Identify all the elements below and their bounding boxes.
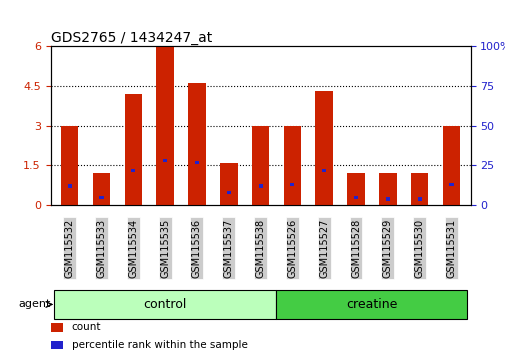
Bar — [258, 184, 262, 188]
Bar — [99, 196, 104, 199]
Bar — [226, 191, 230, 194]
Bar — [448, 183, 452, 186]
Bar — [442, 126, 460, 205]
Text: GSM115537: GSM115537 — [223, 219, 233, 278]
Bar — [124, 94, 142, 205]
Bar — [194, 161, 198, 164]
Bar — [322, 169, 326, 172]
Bar — [410, 173, 428, 205]
Text: GSM115529: GSM115529 — [382, 219, 392, 278]
Text: GSM115530: GSM115530 — [414, 219, 424, 278]
Bar — [156, 46, 174, 205]
Text: GSM115528: GSM115528 — [350, 219, 361, 278]
Bar — [385, 197, 389, 201]
Bar — [283, 126, 300, 205]
Bar — [276, 290, 467, 319]
Bar — [61, 126, 78, 205]
Text: creatine: creatine — [345, 298, 397, 311]
Bar — [290, 183, 294, 186]
Text: GSM115526: GSM115526 — [287, 219, 297, 278]
Text: GSM115527: GSM115527 — [319, 219, 329, 278]
Bar — [68, 184, 72, 188]
Text: GSM115536: GSM115536 — [191, 219, 201, 278]
Bar — [251, 126, 269, 205]
Text: percentile rank within the sample: percentile rank within the sample — [72, 340, 247, 350]
Bar — [131, 169, 135, 172]
Bar — [346, 173, 364, 205]
Text: GSM115538: GSM115538 — [255, 219, 265, 278]
Bar — [163, 159, 167, 162]
Bar — [188, 83, 206, 205]
Text: GSM115534: GSM115534 — [128, 219, 138, 278]
Bar — [50, 323, 63, 332]
Bar — [378, 173, 396, 205]
Text: agent: agent — [19, 299, 51, 309]
Bar — [92, 173, 110, 205]
Bar — [417, 197, 421, 201]
Text: GDS2765 / 1434247_at: GDS2765 / 1434247_at — [50, 31, 212, 45]
Bar — [50, 341, 63, 349]
Text: GSM115535: GSM115535 — [160, 219, 170, 278]
Bar — [315, 91, 332, 205]
Text: control: control — [143, 298, 186, 311]
Text: GSM115531: GSM115531 — [445, 219, 456, 278]
Text: count: count — [72, 322, 101, 332]
Bar — [354, 196, 358, 199]
Bar — [220, 163, 237, 205]
Text: GSM115533: GSM115533 — [96, 219, 106, 278]
Bar — [54, 290, 276, 319]
Text: GSM115532: GSM115532 — [65, 219, 75, 278]
